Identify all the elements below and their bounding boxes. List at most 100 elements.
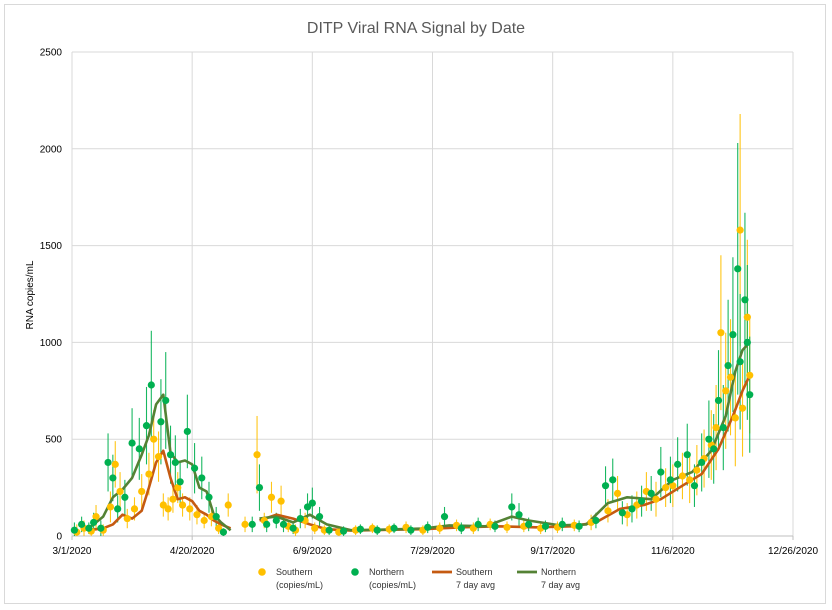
data-point	[491, 522, 499, 530]
data-point	[729, 331, 737, 339]
data-point	[503, 523, 511, 531]
data-point	[373, 526, 381, 534]
data-point	[253, 451, 261, 459]
data-point	[92, 513, 100, 521]
data-point	[157, 418, 165, 426]
gridlines	[71, 51, 794, 540]
data-point	[508, 503, 516, 511]
data-point	[311, 524, 319, 532]
x-tick-label: 6/9/2020	[293, 546, 332, 557]
error-bars	[73, 113, 751, 536]
x-tick-label: 12/26/2020	[768, 546, 818, 557]
y-tick-label: 1500	[40, 241, 63, 252]
data-point	[746, 391, 754, 399]
y-tick-label: 0	[56, 532, 62, 543]
data-points	[70, 226, 754, 536]
data-point	[515, 511, 523, 519]
data-point	[215, 524, 223, 532]
data-point	[138, 487, 146, 496]
x-axis-ticks: 3/1/2020 4/20/2020 6/9/2020 7/29/2020 9/17/2…	[53, 546, 819, 557]
x-tick-label: 4/20/2020	[170, 546, 215, 557]
data-point	[308, 499, 316, 507]
chart-title: DITP Viral RNA Signal by Date	[307, 20, 525, 37]
legend-sublabel: (copies/mL)	[276, 580, 323, 590]
y-tick-label: 2000	[40, 144, 63, 155]
data-point	[183, 427, 191, 436]
data-point	[303, 503, 312, 511]
data-point	[558, 520, 566, 528]
data-point	[575, 522, 583, 530]
data-point	[315, 513, 324, 521]
data-point	[743, 338, 751, 346]
data-point	[171, 458, 179, 467]
data-point	[198, 474, 206, 482]
data-point	[85, 524, 93, 532]
data-point	[356, 525, 364, 533]
data-point	[277, 497, 285, 505]
data-point	[674, 460, 682, 468]
y-tick-label: 500	[45, 435, 62, 446]
data-point	[116, 487, 124, 496]
data-point	[164, 505, 172, 513]
data-point	[722, 387, 730, 395]
legend: Southern (copies/mL) Northern (copies/mL) So…	[258, 567, 580, 590]
chart-frame	[4, 4, 826, 604]
data-point	[474, 520, 482, 528]
data-point	[339, 527, 348, 535]
data-point	[176, 478, 184, 486]
data-point	[724, 362, 732, 370]
data-point	[469, 524, 477, 532]
data-point	[114, 505, 122, 513]
data-point	[193, 511, 201, 519]
data-point	[525, 520, 533, 528]
data-point	[267, 493, 276, 501]
data-point	[289, 524, 297, 532]
legend-sublabel: (copies/mL)	[369, 580, 416, 590]
legend-label: Northern	[541, 567, 576, 577]
data-point	[710, 445, 718, 453]
x-tick-label: 3/1/2020	[53, 546, 92, 557]
data-point	[666, 476, 675, 484]
data-point	[736, 226, 744, 234]
series-line	[88, 374, 751, 532]
data-point	[241, 520, 249, 528]
data-point	[130, 505, 139, 513]
data-point	[738, 404, 747, 412]
data-point	[734, 265, 742, 273]
y-axis-ticks: 0 500 1000 1500 2000 2500	[40, 48, 63, 543]
y-tick-label: 2500	[40, 48, 63, 59]
data-point	[145, 470, 153, 478]
legend-label: Southern	[276, 567, 313, 577]
data-point	[178, 501, 187, 509]
legend-sublabel: 7 day avg	[541, 580, 580, 590]
data-point	[457, 524, 465, 532]
data-point	[743, 313, 751, 321]
data-point	[678, 472, 687, 480]
data-point	[325, 526, 333, 534]
data-point	[541, 522, 550, 530]
x-tick-label: 9/17/2020	[530, 546, 575, 557]
data-point	[717, 329, 725, 337]
data-point	[609, 476, 617, 484]
data-point	[647, 489, 655, 498]
y-axis-label: RNA copies/mL	[25, 260, 36, 329]
data-point	[90, 518, 98, 527]
data-point	[109, 474, 117, 482]
data-point	[628, 505, 636, 513]
data-point	[212, 513, 220, 521]
data-point	[698, 458, 706, 467]
data-point	[135, 445, 143, 453]
data-point	[142, 422, 151, 430]
data-point	[424, 523, 432, 531]
data-point	[70, 526, 79, 534]
data-point	[166, 451, 175, 459]
data-point	[159, 501, 167, 509]
data-point	[726, 373, 735, 381]
data-point	[657, 468, 665, 476]
y-tick-label: 1000	[40, 338, 63, 349]
data-point	[174, 484, 182, 492]
data-point	[440, 513, 449, 521]
data-point	[255, 484, 264, 492]
moving-average-lines	[87, 341, 751, 532]
